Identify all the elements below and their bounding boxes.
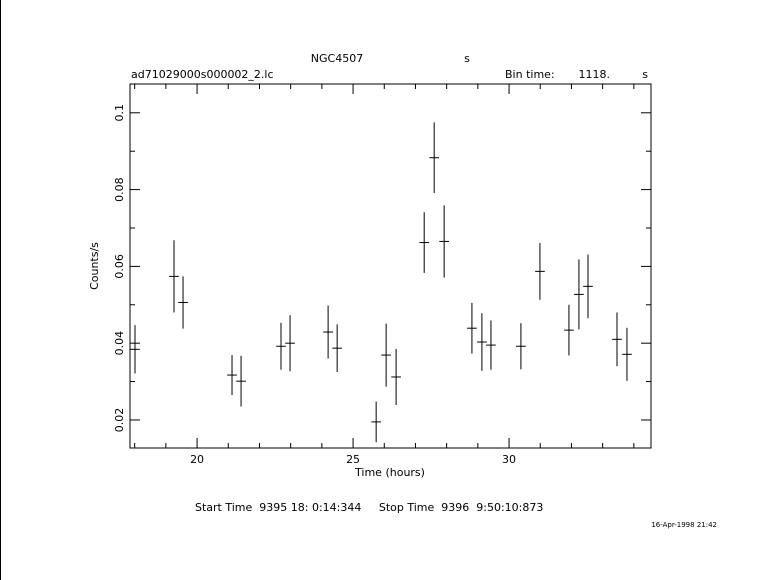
chart-title: NGC4507: [311, 52, 363, 65]
bin-time: 1118.: [579, 68, 611, 81]
y-axis-label: Counts/s: [88, 242, 101, 290]
plot-frame: [129, 83, 652, 449]
y-tick-label: 0.02: [113, 408, 126, 433]
y-tick-label: 0.06: [113, 254, 126, 279]
bin-time-label: Bin time:: [505, 68, 555, 81]
y-tick-label: 0.04: [113, 331, 126, 356]
x-tick-label: 30: [502, 453, 516, 466]
bin-time-unit: s: [642, 68, 648, 81]
title-unit: s: [464, 52, 470, 65]
date: 16-Apr-1998 21:42: [651, 521, 717, 529]
y-tick-label: 0.1: [113, 104, 126, 122]
y-tick-label: 0.08: [113, 177, 126, 202]
footer: Start Time 9395 18: 0:14:344 Stop Time 9…: [195, 501, 543, 514]
x-tick-label: 25: [346, 453, 360, 466]
x-tick-label: 20: [190, 453, 204, 466]
x-axis-label: Time (hours): [354, 466, 425, 479]
file-name: ad71029000s000002_2.lc: [131, 68, 274, 81]
